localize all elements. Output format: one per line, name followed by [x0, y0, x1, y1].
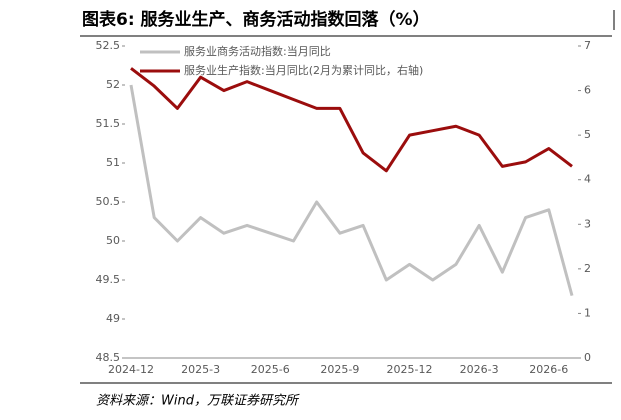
series-line: [130, 67, 573, 173]
y-tick-label: 48.5: [96, 351, 121, 364]
legend-label: 服务业商务活动指数:当月同比: [184, 44, 331, 58]
source-note: 资料来源：Wind，万联证券研究所: [96, 393, 300, 409]
y2-tick-label: 0: [584, 351, 591, 364]
x-tick-label: 2025-9: [320, 363, 359, 376]
y2-tick-label: 5: [584, 128, 591, 141]
y2-tick-label: 1: [584, 306, 591, 319]
y-tick-label: 49.5: [96, 273, 121, 286]
x-tick-label: 2026-3: [460, 363, 499, 376]
series-line: [129, 84, 574, 296]
y2-tick-label: 3: [584, 217, 591, 230]
chart-title: 图表6: 服务业生产、商务活动指数回落（%）: [82, 9, 430, 30]
y-tick-label: 50.5: [96, 195, 121, 208]
y-tick-label: 51.5: [96, 117, 121, 130]
x-tick-label: 2025-3: [181, 363, 220, 376]
x-tick-label: 2025-12: [387, 363, 433, 376]
x-tick-label: 2025-6: [251, 363, 290, 376]
x-tick-label: 2024-12: [108, 363, 154, 376]
y2-tick-label: 2: [584, 262, 591, 275]
y-tick-label: 50: [106, 234, 120, 247]
y-tick-label: 52.5: [96, 39, 121, 52]
y2-tick-label: 6: [584, 84, 591, 97]
legend-label: 服务业生产指数:当月同比(2月为累计同比，右轴): [184, 63, 423, 77]
y-tick-label: 52: [106, 78, 120, 91]
y2-tick-label: 7: [584, 39, 591, 52]
x-tick-label: 2026-6: [529, 363, 568, 376]
y-tick-label: 49: [106, 312, 120, 325]
y-tick-label: 51: [106, 156, 120, 169]
y2-tick-label: 4: [584, 173, 591, 186]
